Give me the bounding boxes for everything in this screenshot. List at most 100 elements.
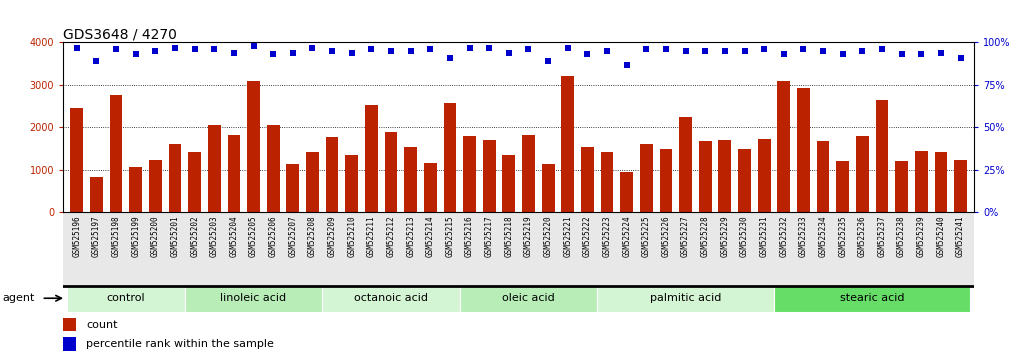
Point (559, 45, 576, 50)
Bar (207, 125, 221, 212)
Point (167, 45, 183, 50)
Bar (581, 147, 594, 212)
Bar (856, 136, 869, 212)
Point (815, 48, 831, 54)
Point (108, 46, 124, 52)
Point (344, 50, 360, 56)
Bar (460, 285, 597, 312)
Point (69, 45, 85, 50)
Bar (640, 144, 653, 212)
Bar (287, 164, 299, 212)
Bar (561, 76, 575, 212)
Point (952, 55, 968, 61)
Point (717, 48, 733, 54)
Point (618, 62, 635, 67)
Text: octanoic acid: octanoic acid (354, 293, 428, 303)
Bar (228, 135, 240, 212)
Bar (935, 152, 947, 212)
Bar (679, 117, 692, 212)
Bar (895, 161, 908, 212)
Bar (699, 141, 712, 212)
Point (382, 48, 399, 54)
Point (324, 48, 341, 54)
Bar (247, 81, 260, 212)
Bar (185, 285, 322, 312)
Bar (876, 100, 889, 212)
Point (835, 52, 851, 57)
Text: linoleic acid: linoleic acid (221, 293, 287, 303)
Point (245, 43, 261, 49)
Bar (797, 87, 810, 212)
Point (265, 52, 282, 57)
Point (127, 52, 143, 57)
Bar (67, 285, 185, 312)
Point (658, 46, 674, 52)
Bar (63, 337, 76, 351)
Bar (836, 161, 849, 212)
Bar (601, 152, 613, 212)
Point (422, 46, 438, 52)
Point (874, 46, 890, 52)
Point (481, 45, 497, 50)
Point (226, 50, 242, 56)
Point (147, 48, 164, 54)
Point (854, 48, 871, 54)
Point (677, 48, 694, 54)
Bar (777, 81, 790, 212)
Point (186, 46, 202, 52)
Point (580, 52, 596, 57)
Bar (306, 152, 319, 212)
Bar (463, 136, 476, 212)
Bar (266, 125, 280, 212)
Bar (424, 163, 436, 212)
Point (756, 46, 772, 52)
Point (795, 46, 812, 52)
Bar (817, 141, 830, 212)
Bar (63, 318, 76, 331)
Point (697, 48, 713, 54)
Point (304, 45, 320, 50)
Bar (188, 152, 201, 212)
Bar (443, 103, 457, 212)
Bar (915, 151, 928, 212)
Bar (322, 285, 460, 312)
Bar (954, 160, 967, 212)
Bar (620, 172, 633, 212)
Point (403, 48, 419, 54)
Bar (148, 160, 162, 212)
Point (933, 50, 949, 56)
Bar (346, 155, 358, 212)
Point (363, 46, 379, 52)
Bar (483, 140, 495, 212)
Bar (384, 132, 398, 212)
Point (913, 52, 930, 57)
Point (206, 46, 223, 52)
Bar (110, 95, 122, 212)
Text: count: count (86, 320, 117, 330)
Point (540, 58, 556, 64)
Text: control: control (107, 293, 145, 303)
Bar (522, 135, 535, 212)
Bar (129, 167, 142, 212)
Bar (774, 285, 970, 312)
Point (894, 52, 910, 57)
Text: agent: agent (2, 293, 35, 303)
Bar (718, 140, 731, 212)
Point (736, 48, 753, 54)
Point (599, 48, 615, 54)
Bar (660, 149, 672, 212)
Point (776, 52, 792, 57)
Bar (365, 105, 377, 212)
Bar (405, 147, 417, 212)
Point (639, 46, 655, 52)
Text: palmitic acid: palmitic acid (650, 293, 721, 303)
Bar (758, 139, 771, 212)
Point (462, 45, 478, 50)
Point (88, 58, 105, 64)
Point (285, 50, 301, 56)
Text: stearic acid: stearic acid (840, 293, 904, 303)
Bar (70, 108, 83, 212)
Text: GDS3648 / 4270: GDS3648 / 4270 (63, 27, 177, 41)
Bar (502, 155, 516, 212)
Point (500, 50, 517, 56)
